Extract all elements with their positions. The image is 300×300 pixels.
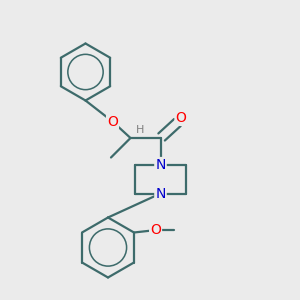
Text: O: O bbox=[150, 223, 161, 237]
Text: O: O bbox=[107, 115, 118, 128]
Text: H: H bbox=[136, 124, 144, 135]
Text: N: N bbox=[155, 158, 166, 172]
Text: O: O bbox=[176, 111, 186, 125]
Text: N: N bbox=[155, 187, 166, 200]
